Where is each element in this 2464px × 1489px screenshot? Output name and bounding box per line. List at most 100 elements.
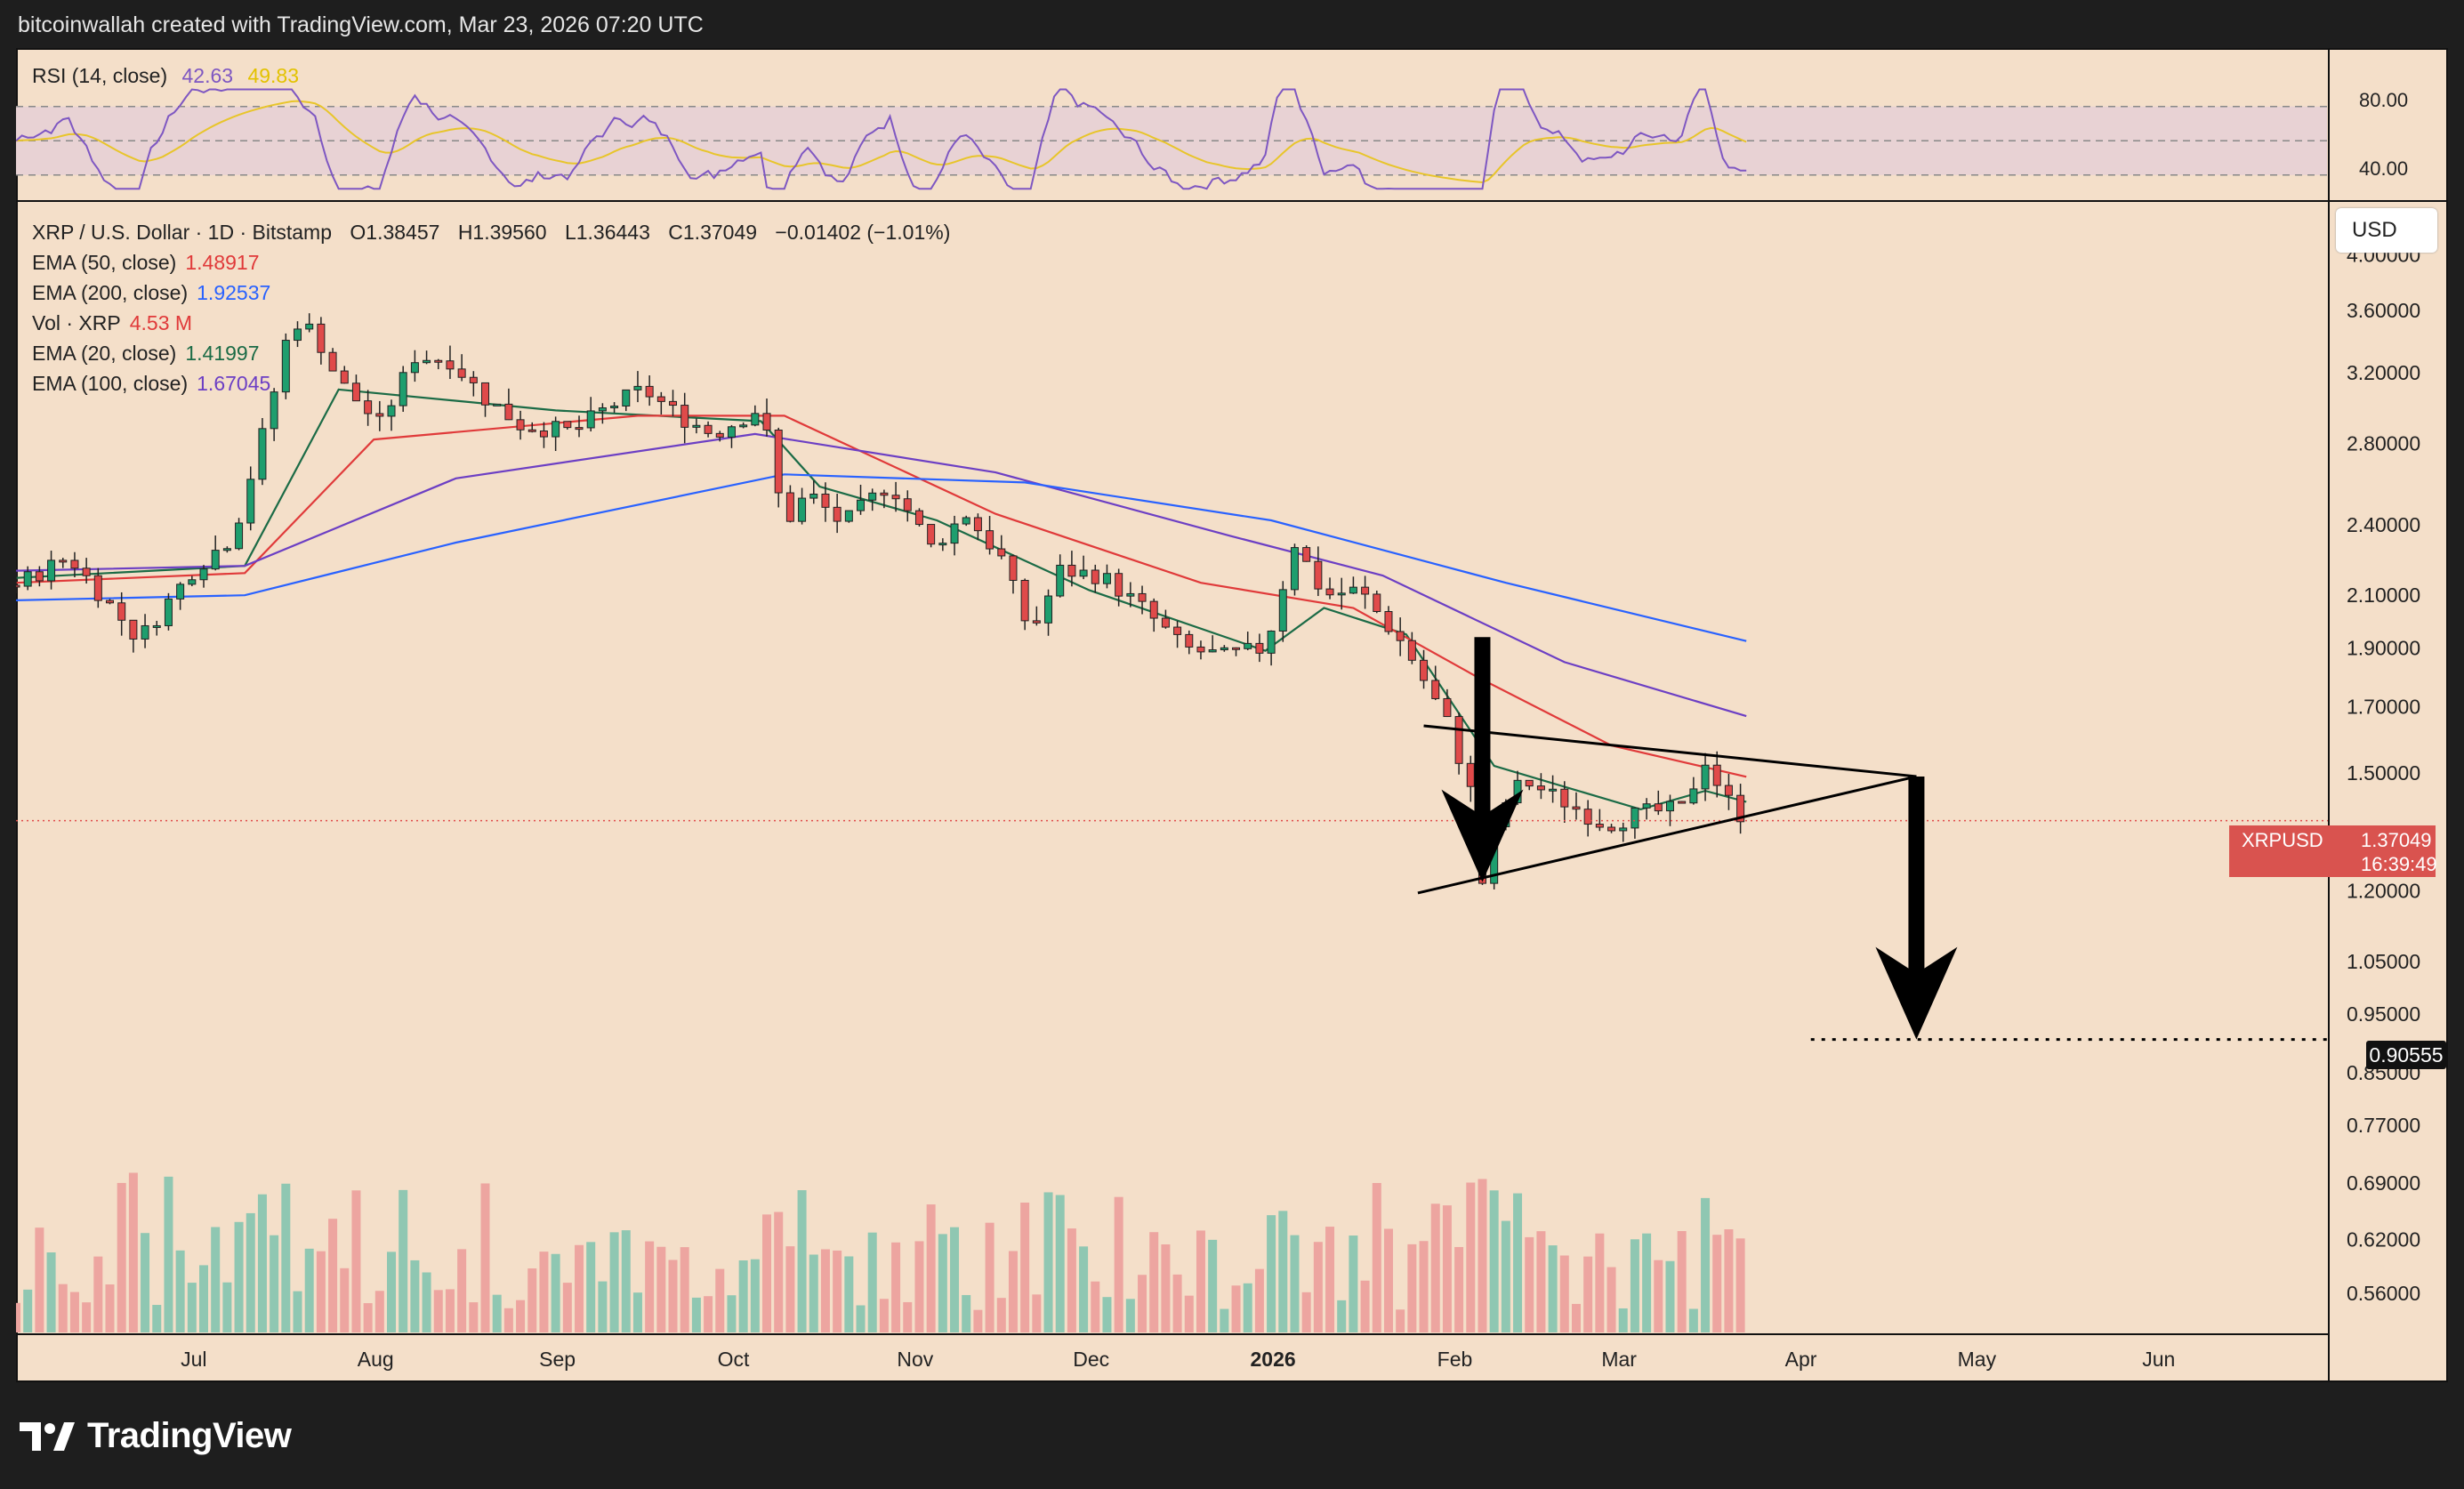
volume-bar	[516, 1300, 526, 1332]
candle-body	[751, 413, 760, 426]
volume-bar	[1008, 1251, 1018, 1332]
indicator-ema50[interactable]: EMA (50, close) 1.48917	[32, 251, 259, 275]
volume-bar	[69, 1292, 79, 1332]
rsi-tick-label: 40.00	[2359, 157, 2408, 180]
indicator-volume[interactable]: Vol · XRP 4.53 M	[32, 311, 192, 335]
chart-svg[interactable]: 4.000003.600003.200002.800002.400002.100…	[16, 48, 2448, 1382]
indicator-value: 1.48917	[185, 251, 260, 274]
volume-bar	[1231, 1285, 1241, 1332]
price-tick-label: 0.62000	[2347, 1228, 2420, 1252]
candle-body	[821, 493, 830, 508]
volume-bar	[1513, 1193, 1523, 1332]
volume-bar	[820, 1249, 830, 1332]
bar-countdown: 16:39:49	[2361, 853, 2437, 875]
volume-bar	[1419, 1241, 1429, 1332]
ema-line	[16, 473, 1747, 642]
candle-body	[351, 382, 360, 402]
candle-body	[235, 522, 244, 550]
last-price-value: 1.37049	[2361, 829, 2432, 851]
candle-body	[199, 568, 208, 581]
candle-body	[188, 579, 197, 585]
volume-bar	[1536, 1231, 1546, 1332]
candle-body	[1290, 547, 1299, 591]
tradingview-logo-icon	[20, 1421, 76, 1453]
volume-bar	[1220, 1308, 1229, 1332]
volume-bar	[410, 1260, 420, 1332]
time-tick-label: Apr	[1785, 1348, 1817, 1371]
price-tick-label: 1.90000	[2347, 637, 2420, 660]
volume-bar	[867, 1232, 877, 1332]
candle-body	[552, 421, 560, 438]
ohlc-close: C1.37049	[668, 221, 758, 244]
header-bar: bitcoinwallah created with TradingView.c…	[0, 0, 2464, 48]
rsi-legend: RSI (14, close) 42.63 49.83	[32, 64, 299, 88]
volume-bar	[950, 1227, 960, 1332]
volume-bar	[598, 1281, 608, 1332]
volume-bar	[1724, 1229, 1734, 1332]
lower-trendline	[1417, 775, 1917, 895]
candle-body	[305, 323, 314, 330]
volume-bar	[211, 1227, 221, 1332]
candle-body	[1138, 592, 1147, 602]
candle-body	[47, 559, 56, 582]
candle-body	[152, 624, 161, 628]
candle-body	[1443, 697, 1452, 718]
candle-body	[1665, 801, 1674, 812]
volume-bar	[457, 1249, 467, 1332]
candle-body	[610, 405, 619, 409]
volume-bar	[727, 1295, 737, 1332]
tradingview-logo[interactable]: TradingView	[20, 1416, 292, 1456]
candle-body	[1278, 589, 1287, 632]
candle-body	[211, 550, 220, 570]
chart-caption: bitcoinwallah created with TradingView.c…	[18, 12, 704, 37]
volume-bar	[58, 1284, 68, 1332]
indicator-ema100[interactable]: EMA (100, close) 1.67045	[32, 372, 270, 396]
currency-button[interactable]: USD	[2336, 208, 2437, 253]
indicator-ema200[interactable]: EMA (200, close) 1.92537	[32, 281, 270, 305]
volume-bar	[1407, 1244, 1417, 1332]
candle-body	[16, 584, 20, 588]
candle-body	[1302, 547, 1311, 562]
volume-bar	[128, 1172, 138, 1332]
volume-bar	[1642, 1233, 1652, 1332]
candle-body	[493, 403, 502, 406]
volume-bar	[246, 1212, 255, 1332]
volume-bar	[399, 1189, 408, 1332]
candle-body	[1361, 586, 1370, 595]
candle-body	[106, 600, 115, 604]
candle-body	[1536, 785, 1545, 791]
candle-body	[903, 498, 912, 511]
volume-bar	[1102, 1297, 1112, 1332]
volume-bar	[551, 1253, 560, 1332]
volume-bar	[175, 1250, 185, 1332]
candle-body	[164, 598, 173, 626]
candle-body	[1196, 646, 1205, 653]
candle-body	[1689, 788, 1698, 804]
indicator-value: 4.53 M	[129, 311, 193, 334]
candle-body	[1173, 626, 1182, 635]
volume-bar	[1665, 1260, 1675, 1332]
volume-bar	[1091, 1281, 1100, 1332]
candle-body	[1009, 555, 1018, 581]
candle-body	[1337, 592, 1346, 596]
indicator-ema20[interactable]: EMA (20, close) 1.41997	[32, 342, 259, 366]
candle-body	[1079, 569, 1088, 577]
volume-bar	[1430, 1203, 1440, 1332]
candle-body	[246, 479, 255, 524]
volume-bar	[1501, 1220, 1510, 1332]
candle-body	[927, 524, 936, 545]
time-tick-label: Mar	[1601, 1348, 1637, 1371]
volume-bar	[1020, 1203, 1030, 1332]
volume-bar	[879, 1299, 889, 1332]
volume-bar	[363, 1303, 373, 1332]
volume-bar	[1478, 1179, 1487, 1332]
candle-body	[1654, 803, 1663, 812]
candle-body	[457, 368, 466, 378]
candle-body	[1736, 794, 1745, 823]
indicator-label: EMA (100, close)	[32, 372, 189, 395]
upper-trendline	[1423, 724, 1917, 778]
candle-body	[1431, 680, 1440, 699]
volume-bar	[1055, 1195, 1065, 1332]
candle-body	[1255, 642, 1264, 654]
price-tick-label: 0.69000	[2347, 1171, 2420, 1195]
